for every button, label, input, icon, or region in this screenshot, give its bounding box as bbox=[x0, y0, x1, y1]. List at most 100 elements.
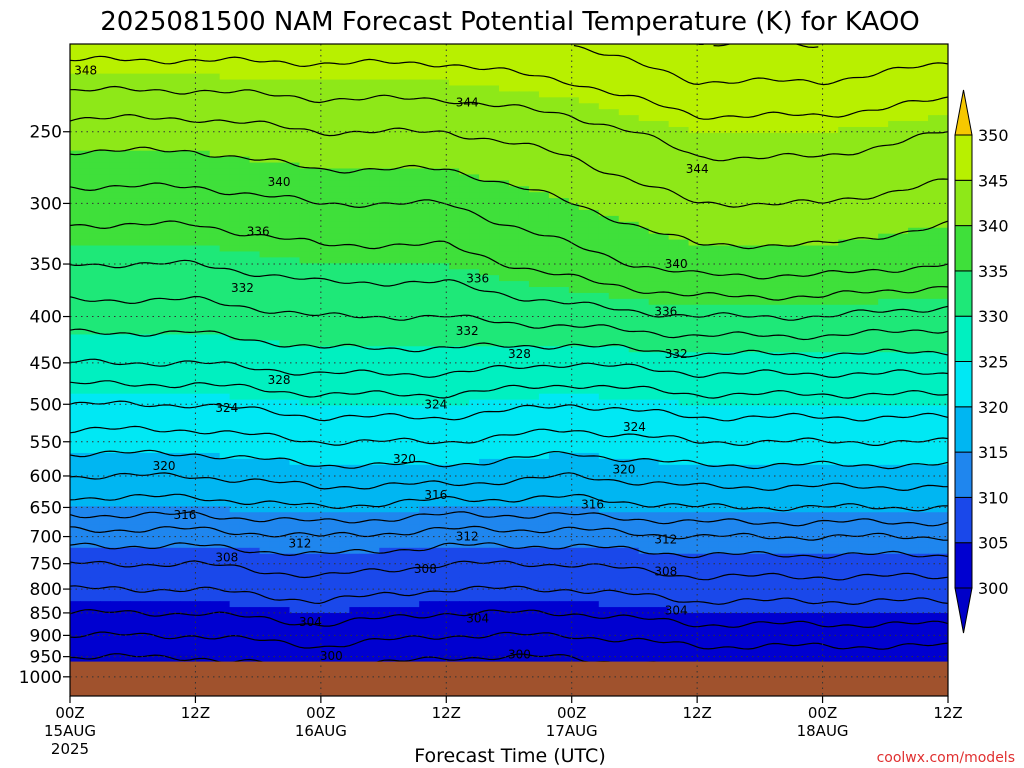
theta-cell bbox=[439, 364, 450, 371]
theta-cell bbox=[379, 340, 390, 347]
theta-cell bbox=[319, 215, 331, 223]
theta-cell bbox=[708, 239, 720, 247]
theta-cell bbox=[748, 144, 760, 152]
theta-cell bbox=[109, 257, 121, 264]
theta-cell bbox=[928, 364, 939, 371]
theta-cell bbox=[159, 61, 171, 69]
theta-cell bbox=[858, 227, 869, 235]
theta-cell bbox=[149, 358, 161, 365]
theta-cell bbox=[129, 375, 141, 383]
theta-cell bbox=[878, 322, 889, 330]
theta-cell bbox=[818, 67, 829, 75]
theta-cell bbox=[778, 204, 789, 211]
theta-cell bbox=[588, 239, 600, 247]
theta-cell bbox=[109, 156, 121, 164]
theta-cell bbox=[678, 322, 690, 330]
theta-cell bbox=[528, 340, 540, 347]
theta-cell bbox=[598, 49, 610, 57]
theta-cell bbox=[119, 370, 131, 377]
theta-cell bbox=[219, 340, 231, 347]
theta-cell bbox=[349, 310, 360, 318]
theta-cell bbox=[139, 103, 151, 110]
theta-cell bbox=[878, 97, 889, 104]
theta-cell bbox=[828, 174, 839, 181]
theta-cell bbox=[259, 287, 271, 294]
theta-cell bbox=[658, 257, 670, 264]
theta-cell bbox=[99, 340, 111, 347]
theta-cell bbox=[369, 263, 380, 270]
theta-cell bbox=[868, 334, 879, 341]
theta-cell bbox=[399, 138, 410, 146]
theta-cell bbox=[79, 334, 91, 341]
theta-cell bbox=[489, 239, 500, 247]
theta-cell bbox=[139, 61, 151, 69]
theta-cell bbox=[808, 204, 819, 211]
theta-cell bbox=[199, 304, 211, 312]
theta-cell bbox=[778, 221, 789, 229]
theta-cell bbox=[179, 192, 191, 199]
theta-cell bbox=[179, 44, 191, 51]
theta-cell bbox=[648, 322, 660, 330]
theta-cell bbox=[718, 103, 730, 110]
theta-cell bbox=[628, 245, 640, 253]
theta-cell bbox=[369, 204, 380, 211]
theta-cell bbox=[878, 209, 889, 217]
theta-cell bbox=[369, 150, 380, 158]
theta-cell bbox=[768, 168, 779, 175]
theta-cell bbox=[329, 215, 340, 223]
theta-cell bbox=[808, 61, 819, 69]
theta-cell bbox=[748, 103, 760, 110]
theta-cell bbox=[638, 55, 650, 63]
theta-cell bbox=[119, 316, 131, 324]
theta-cell bbox=[598, 209, 610, 217]
theta-cell bbox=[299, 121, 311, 128]
theta-cell bbox=[908, 61, 919, 69]
theta-cell bbox=[688, 44, 700, 51]
theta-cell bbox=[149, 168, 161, 175]
theta-cell bbox=[788, 346, 799, 353]
theta-cell bbox=[449, 49, 460, 57]
theta-cell bbox=[648, 186, 660, 193]
theta-cell bbox=[309, 370, 321, 377]
theta-cell bbox=[189, 375, 201, 383]
theta-cell bbox=[678, 156, 690, 164]
theta-cell bbox=[688, 91, 700, 98]
theta-cell bbox=[658, 97, 670, 104]
theta-cell bbox=[109, 61, 121, 69]
theta-cell bbox=[868, 126, 879, 134]
theta-cell bbox=[229, 215, 241, 223]
theta-cell bbox=[648, 269, 660, 276]
theta-cell bbox=[748, 115, 760, 122]
theta-cell bbox=[429, 370, 440, 377]
theta-cell bbox=[189, 121, 201, 128]
theta-cell bbox=[109, 109, 121, 116]
theta-cell bbox=[798, 144, 809, 152]
theta-cell bbox=[189, 364, 201, 371]
theta-cell bbox=[738, 115, 750, 122]
theta-cell bbox=[908, 85, 919, 93]
theta-cell bbox=[259, 304, 271, 312]
theta-cell bbox=[618, 358, 630, 365]
theta-cell bbox=[249, 198, 261, 205]
theta-cell bbox=[249, 132, 261, 140]
theta-cell bbox=[608, 126, 620, 134]
theta-cell bbox=[229, 364, 241, 371]
theta-cell bbox=[99, 227, 111, 235]
theta-cell bbox=[798, 334, 809, 341]
theta-cell bbox=[489, 287, 500, 294]
theta-cell bbox=[379, 257, 390, 264]
theta-cell bbox=[738, 263, 750, 270]
theta-cell bbox=[279, 275, 291, 282]
theta-cell bbox=[399, 375, 410, 383]
theta-cell bbox=[249, 375, 261, 383]
theta-cell bbox=[379, 370, 390, 377]
theta-cell bbox=[518, 44, 530, 51]
theta-cell bbox=[79, 103, 91, 110]
theta-cell bbox=[748, 55, 760, 63]
theta-cell bbox=[608, 209, 620, 217]
theta-cell bbox=[838, 192, 849, 199]
theta-cell bbox=[239, 44, 251, 51]
theta-cell bbox=[509, 126, 520, 134]
theta-cell bbox=[658, 304, 670, 312]
theta-cell bbox=[199, 162, 211, 170]
